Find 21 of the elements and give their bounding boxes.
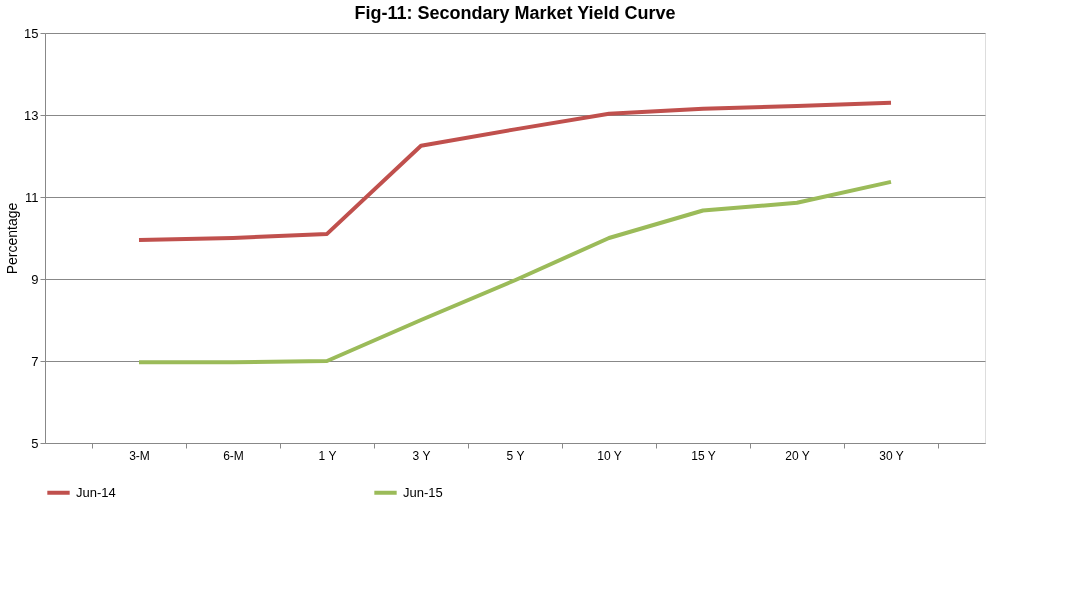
x-tick-label: 20 Y bbox=[785, 448, 810, 463]
y-axis-title: Percentage bbox=[4, 202, 21, 275]
y-tick-label: 11 bbox=[25, 189, 39, 205]
x-tick-label: 30 Y bbox=[879, 448, 904, 463]
x-tick-label: 1 Y bbox=[318, 448, 337, 463]
y-tick-label: 13 bbox=[24, 107, 39, 123]
x-tick-label: 3 Y bbox=[412, 448, 431, 463]
line-series bbox=[137, 100, 893, 243]
y-tick-label: 7 bbox=[31, 353, 39, 369]
chart-title: Fig-11: Secondary Market Yield Curve bbox=[354, 3, 676, 23]
legend-label: Jun-14 bbox=[76, 484, 116, 500]
legend-label: Jun-15 bbox=[403, 484, 443, 500]
line-series bbox=[137, 179, 893, 365]
x-tick-label: 3-M bbox=[129, 448, 150, 463]
x-tick-label: 6-M bbox=[223, 448, 244, 463]
x-tick-label: 15 Y bbox=[691, 448, 716, 463]
x-tick-label: 10 Y bbox=[597, 448, 622, 463]
x-tick-label: 5 Y bbox=[506, 448, 525, 463]
y-tick-label: 15 bbox=[24, 25, 39, 41]
y-tick-label: 5 bbox=[31, 435, 39, 451]
y-tick-label: 9 bbox=[31, 271, 39, 287]
